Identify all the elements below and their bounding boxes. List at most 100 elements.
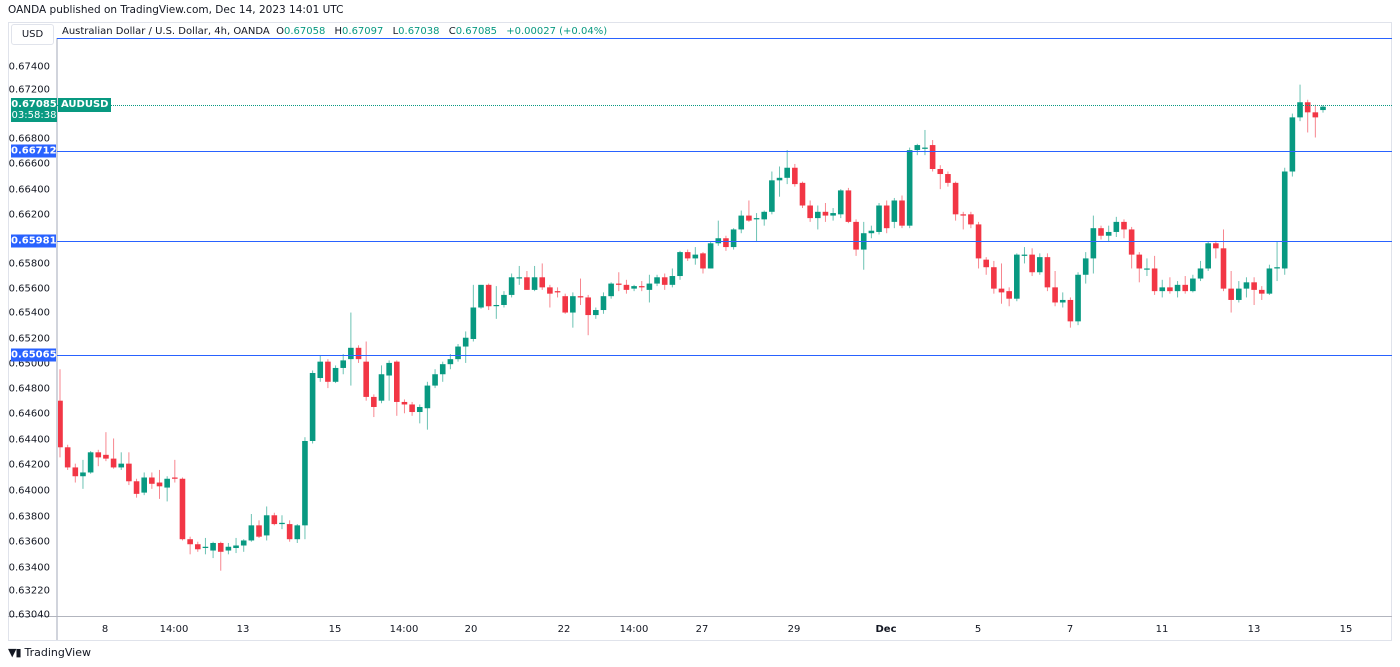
candle-body <box>217 542 224 552</box>
candle <box>118 452 125 470</box>
price-tick: 0.66200 <box>8 209 50 221</box>
candle-body <box>462 337 469 347</box>
candle <box>1274 242 1280 282</box>
horizontal-line[interactable] <box>57 241 1392 242</box>
candle-body <box>432 374 438 386</box>
candle <box>1128 226 1135 269</box>
candle-body <box>845 190 852 222</box>
candle-body <box>983 259 989 268</box>
candle <box>1213 240 1219 259</box>
candle-body <box>72 467 79 477</box>
time-tick: 14:00 <box>619 624 649 635</box>
candle-body <box>822 211 829 216</box>
candle <box>761 210 768 226</box>
price-tick: 0.64000 <box>8 485 50 497</box>
candle-body <box>386 362 392 376</box>
candle-body <box>317 361 324 379</box>
candle-body <box>455 346 461 360</box>
time-tick: 11 <box>1155 624 1169 635</box>
candle <box>141 472 147 496</box>
candle <box>309 370 316 444</box>
candle <box>1190 274 1196 293</box>
candle-body <box>118 463 125 468</box>
candle <box>248 514 255 542</box>
candle-body <box>447 359 454 365</box>
time-tick: 5 <box>974 624 982 635</box>
candle-body <box>784 167 790 178</box>
horizontal-line-top[interactable] <box>57 38 1392 39</box>
candle-body <box>1006 291 1012 299</box>
candle <box>554 287 561 298</box>
candle <box>156 469 163 499</box>
horizontal-line[interactable] <box>57 355 1392 356</box>
candle <box>233 537 239 554</box>
candle <box>1151 255 1158 295</box>
candle-body <box>945 174 951 183</box>
candle <box>975 221 982 269</box>
tradingview-footer[interactable]: ▼▮ TradingView <box>8 646 91 659</box>
candle <box>72 463 79 483</box>
candle-body <box>401 401 408 405</box>
candle-body <box>126 463 132 482</box>
candle-body <box>363 361 369 397</box>
candle <box>1167 277 1173 294</box>
candle <box>279 515 285 530</box>
candle-body <box>585 297 591 316</box>
candle <box>1144 258 1150 277</box>
candle-body <box>263 515 270 536</box>
bar-countdown: 03:58:38 <box>11 110 57 121</box>
candle <box>1090 215 1097 274</box>
candle <box>784 150 790 185</box>
candle-body <box>531 277 538 290</box>
candle <box>294 524 301 543</box>
horizontal-line-label: 0.65065 <box>11 348 57 362</box>
candle <box>225 542 232 555</box>
candle-body <box>57 400 63 448</box>
candle <box>746 200 752 222</box>
time-tick: 7 <box>1066 624 1074 635</box>
candle <box>1121 219 1127 239</box>
candle-body <box>355 347 362 360</box>
candle <box>807 200 813 222</box>
candle <box>401 399 408 414</box>
legend-high-label: H <box>334 26 343 37</box>
candle <box>1044 253 1051 292</box>
candle <box>271 512 278 526</box>
candle-body <box>761 211 768 220</box>
candle-body <box>416 406 423 413</box>
price-tick: 0.64600 <box>8 408 50 420</box>
candle-body <box>638 286 645 288</box>
candle <box>1105 225 1112 243</box>
candle <box>57 369 63 458</box>
candle-body <box>470 307 477 339</box>
candle-body <box>1128 229 1135 255</box>
candle-body <box>110 458 117 468</box>
candle <box>1082 252 1089 284</box>
candle <box>539 263 546 290</box>
candle <box>1312 104 1319 138</box>
legend-low: 0.67038 <box>398 26 440 37</box>
candle <box>187 536 193 555</box>
candle-body <box>1258 289 1265 294</box>
candle <box>424 381 431 430</box>
candle <box>715 220 722 246</box>
candle <box>149 472 155 489</box>
candle <box>516 265 523 285</box>
candle-body <box>646 283 653 290</box>
candle-body <box>64 447 71 468</box>
candle <box>876 202 882 235</box>
candle <box>723 235 729 251</box>
candle-body <box>1098 228 1104 236</box>
candle <box>860 221 867 270</box>
candle-body <box>340 360 347 368</box>
candle-body <box>1266 268 1273 294</box>
currency-button[interactable]: USD <box>11 24 54 45</box>
price-tick: 0.66600 <box>8 158 50 170</box>
candle-body <box>539 277 546 288</box>
tradingview-logo-icon: ▼▮ <box>8 646 21 659</box>
price-tick: 0.64800 <box>8 383 50 395</box>
candle-body <box>1251 282 1257 290</box>
candle-body <box>600 296 607 311</box>
horizontal-line[interactable] <box>57 151 1392 152</box>
